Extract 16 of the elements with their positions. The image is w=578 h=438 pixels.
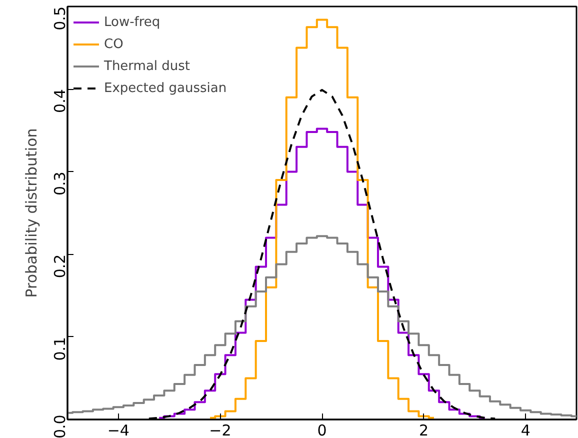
legend-label: Low-freq (104, 14, 160, 30)
y-tick-label: 0.4 (51, 89, 69, 113)
x-tick-label: 2 (419, 422, 429, 438)
x-tick-label: 4 (520, 422, 530, 438)
legend-label: Thermal dust (104, 58, 190, 74)
y-tick-label: 0.5 (51, 6, 69, 30)
x-tick-label: −4 (107, 422, 130, 438)
y-axis-title: Probability distribution (22, 128, 40, 298)
x-tick-label: −2 (209, 422, 232, 438)
y-tick-label: 0.1 (51, 336, 69, 361)
x-tick-label: 0 (317, 422, 327, 438)
legend-label: Expected gaussian (104, 80, 227, 96)
legend-label: CO (104, 36, 124, 52)
y-tick-label: 0.0 (51, 414, 69, 438)
y-tick-label: 0.3 (51, 172, 69, 196)
y-tick-label: 0.2 (51, 254, 69, 278)
